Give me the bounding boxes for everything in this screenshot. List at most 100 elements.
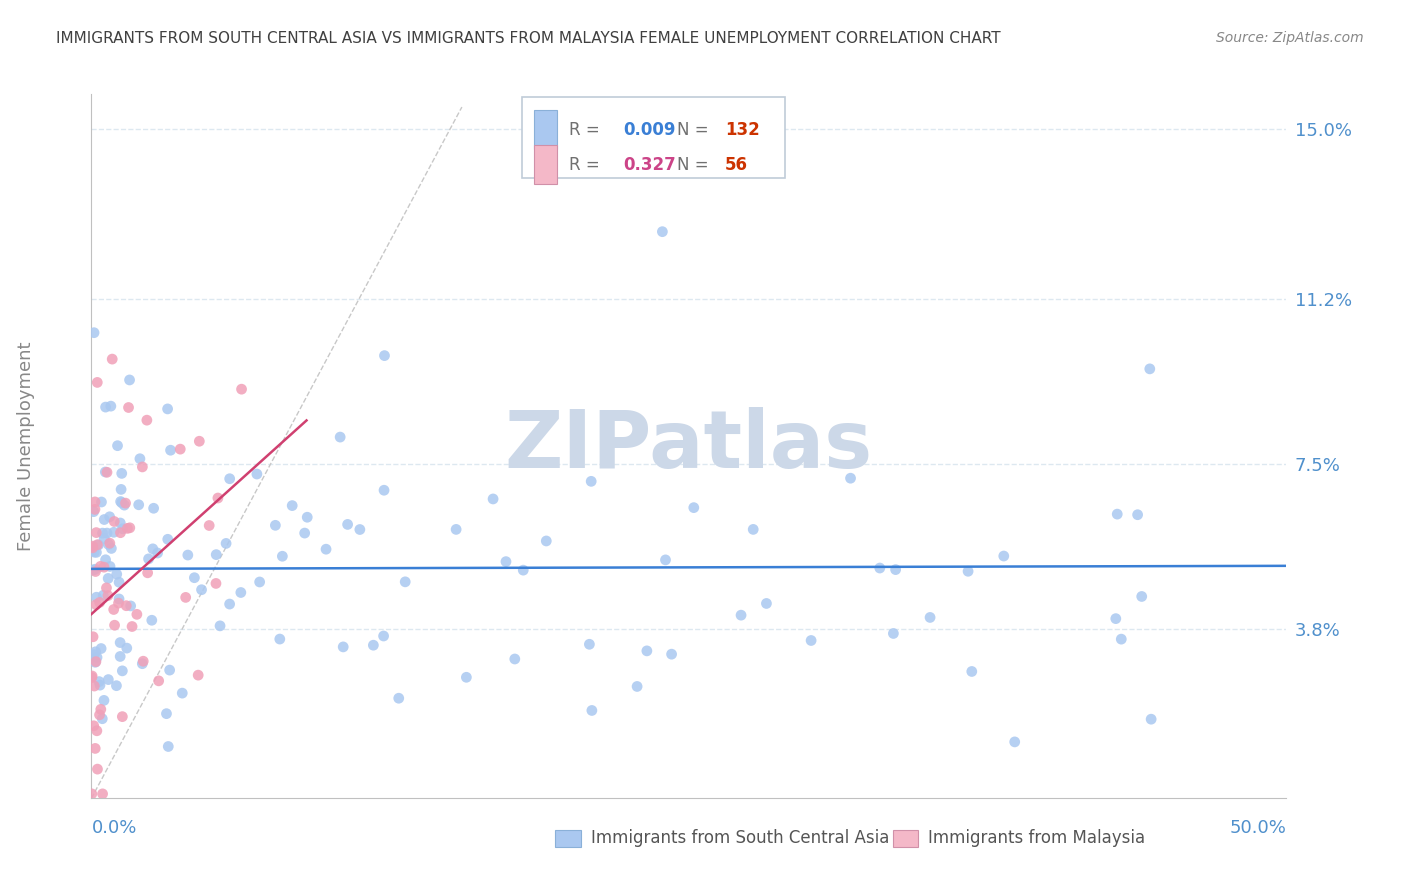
Point <box>100 399 122 413</box>
Point <box>155 706 177 721</box>
Point <box>103 525 125 540</box>
Text: R =: R = <box>569 120 600 139</box>
Point <box>91 526 114 541</box>
Point <box>869 561 891 575</box>
Point <box>82 669 104 683</box>
Point <box>156 401 179 416</box>
Point <box>294 526 316 541</box>
Point <box>84 598 107 612</box>
Point <box>271 549 294 564</box>
Point <box>83 719 105 733</box>
Point <box>111 664 134 678</box>
Point <box>960 665 983 679</box>
Point <box>269 632 291 646</box>
Point <box>91 588 114 602</box>
Point <box>336 517 359 532</box>
Point <box>229 585 252 599</box>
Point <box>138 552 160 566</box>
Point <box>495 555 517 569</box>
Point <box>110 494 132 508</box>
Point <box>82 539 104 553</box>
Point <box>98 509 121 524</box>
Point <box>86 762 108 776</box>
Text: 50.0%: 50.0% <box>1230 819 1286 837</box>
Point <box>394 574 416 589</box>
Point <box>101 352 124 367</box>
Point <box>142 501 165 516</box>
Point <box>503 652 526 666</box>
Point <box>187 668 209 682</box>
Point <box>80 671 103 685</box>
Point <box>97 589 120 603</box>
Point <box>111 496 134 510</box>
Point <box>174 591 197 605</box>
Point <box>83 545 105 559</box>
Text: N =: N = <box>678 120 709 139</box>
Point <box>91 787 114 801</box>
Point <box>142 541 165 556</box>
Point <box>626 680 648 694</box>
Text: 56: 56 <box>725 156 748 174</box>
Point <box>84 655 107 669</box>
Point <box>110 516 132 530</box>
Text: Source: ZipAtlas.com: Source: ZipAtlas.com <box>1216 31 1364 45</box>
Point <box>1140 712 1163 726</box>
Point <box>94 465 117 479</box>
Point <box>373 629 395 643</box>
Point <box>742 522 765 536</box>
Point <box>157 739 180 754</box>
Point <box>839 471 862 485</box>
Point <box>80 787 103 801</box>
Point <box>1004 735 1026 749</box>
Point <box>82 630 104 644</box>
Point <box>91 712 114 726</box>
Point <box>90 495 112 509</box>
Point <box>98 536 121 550</box>
Point <box>682 500 704 515</box>
Point <box>97 571 120 585</box>
Point <box>373 349 395 363</box>
Point <box>86 538 108 552</box>
Point <box>103 515 125 529</box>
Point <box>100 541 122 556</box>
Point <box>536 533 558 548</box>
Point <box>246 467 269 481</box>
Point <box>115 641 138 656</box>
Point <box>90 702 112 716</box>
Point <box>207 491 229 505</box>
Point <box>205 576 228 591</box>
Point <box>218 472 240 486</box>
Point <box>1107 507 1129 521</box>
Point <box>103 602 125 616</box>
Point <box>86 650 108 665</box>
Point <box>84 562 107 576</box>
Point <box>281 499 304 513</box>
Point <box>105 567 128 582</box>
Point <box>93 693 115 707</box>
Point <box>80 543 103 558</box>
Point <box>1126 508 1149 522</box>
Point <box>661 647 683 661</box>
Point <box>94 400 117 414</box>
Point <box>388 691 411 706</box>
Point <box>93 532 115 546</box>
Point <box>83 505 105 519</box>
Point <box>579 475 602 489</box>
Point <box>94 553 117 567</box>
Point <box>482 491 505 506</box>
FancyBboxPatch shape <box>534 110 558 149</box>
Point <box>297 510 319 524</box>
Point <box>215 536 238 550</box>
Point <box>183 571 205 585</box>
Point <box>84 565 107 579</box>
Point <box>97 673 120 687</box>
Point <box>332 640 354 654</box>
Point <box>148 673 170 688</box>
Point <box>84 655 107 669</box>
Point <box>329 430 352 444</box>
Point <box>83 648 105 662</box>
Point <box>231 382 253 396</box>
Point <box>84 645 107 659</box>
Point <box>86 723 108 738</box>
Point <box>264 518 287 533</box>
